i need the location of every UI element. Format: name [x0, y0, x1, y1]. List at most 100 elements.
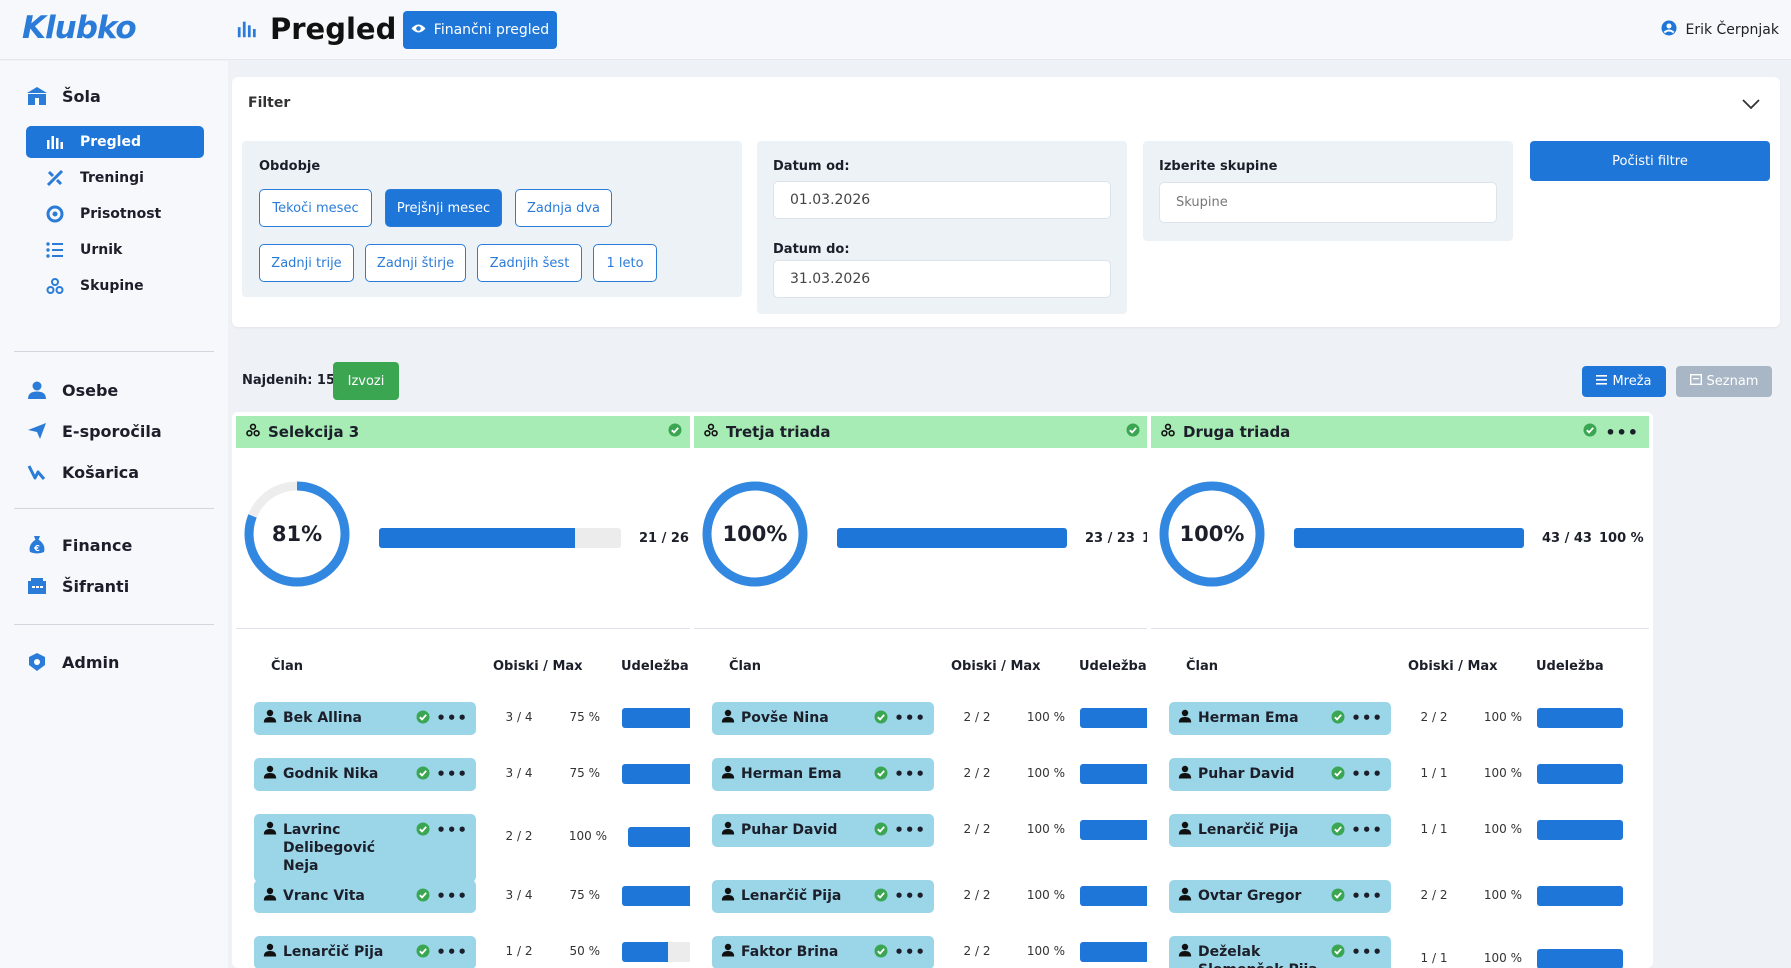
grid-view-button[interactable]: Mreža: [1582, 366, 1666, 397]
person-icon: [263, 765, 277, 783]
date-to-input[interactable]: 31.03.2026: [773, 260, 1111, 298]
member-chip[interactable]: Bek Allina •••: [254, 702, 476, 735]
person-icon: [721, 709, 735, 727]
member-progress-fill: [622, 708, 691, 728]
member-chip[interactable]: Herman Ema •••: [1169, 702, 1391, 735]
grid-view-label: Mreža: [1612, 374, 1652, 389]
chart-icon: [44, 131, 66, 153]
member-chip[interactable]: Lenarčič Pija •••: [254, 936, 476, 968]
svg-text:€: €: [33, 544, 40, 553]
group-card: Druga triada ••• 100% 43 / 43 100 % Član Obisk…: [1147, 412, 1653, 968]
period-zadnji-trije-button[interactable]: Zadnji trije: [259, 244, 354, 282]
attendance-icon: [44, 203, 66, 225]
period-zadnjih-sest-button[interactable]: Zadnjih šest: [477, 244, 582, 282]
more-options-icon[interactable]: •••: [1351, 709, 1383, 727]
member-chip[interactable]: Herman Ema •••: [712, 758, 934, 791]
member-percent: 75 %: [569, 710, 601, 724]
sidebar-section-finance[interactable]: € Finance: [26, 534, 132, 556]
member-percent: 100 %: [568, 829, 607, 843]
member-chip[interactable]: Godnik Nika •••: [254, 758, 476, 791]
more-options-icon[interactable]: •••: [1605, 422, 1639, 442]
more-options-icon[interactable]: •••: [894, 887, 926, 905]
sidebar-item-urnik[interactable]: Urnik: [26, 234, 204, 266]
user-menu[interactable]: Erik Čerpnjak: [1661, 20, 1779, 40]
member-chip[interactable]: Vranc Vita •••: [254, 880, 476, 913]
group-header[interactable]: Tretja triada•••: [694, 416, 1192, 448]
check-icon: [1331, 944, 1345, 962]
member-chip[interactable]: Ovtar Gregor •••: [1169, 880, 1391, 913]
member-visits: 1 / 1: [1420, 951, 1448, 965]
period-zadnja-dva-button[interactable]: Zadnja dva: [515, 189, 612, 227]
groups-select[interactable]: Skupine: [1159, 182, 1497, 223]
more-options-icon[interactable]: •••: [436, 887, 468, 905]
sidebar-item-prisotnost[interactable]: Prisotnost: [26, 198, 204, 230]
sidebar-item-skupine[interactable]: Skupine: [26, 270, 204, 302]
member-visits: 2 / 2: [963, 944, 991, 958]
donut-percent: 100%: [722, 522, 788, 546]
period-zadnji-stirje-button[interactable]: Zadnji štirje: [365, 244, 466, 282]
more-options-icon[interactable]: •••: [436, 765, 468, 783]
period-tekoci-mesec-button[interactable]: Tekoči mesec: [259, 189, 372, 227]
more-options-icon[interactable]: •••: [1351, 943, 1383, 961]
date-from-input[interactable]: 01.03.2026: [773, 181, 1111, 219]
group-progress-fill: [837, 528, 1067, 548]
more-options-icon[interactable]: •••: [894, 765, 926, 783]
financial-overview-button[interactable]: Finančni pregled: [403, 11, 557, 49]
member-visits: 2 / 2: [963, 710, 991, 724]
export-button[interactable]: Izvozi: [333, 362, 399, 400]
user-icon: [1661, 20, 1677, 40]
money-bag-icon: €: [26, 534, 48, 556]
sidebar-section-e-sporocila[interactable]: E-sporočila: [26, 420, 162, 442]
more-options-icon[interactable]: •••: [894, 821, 926, 839]
group-progress-fill: [379, 528, 576, 548]
more-options-icon[interactable]: •••: [436, 709, 468, 727]
person-icon: [263, 709, 277, 727]
more-options-icon[interactable]: •••: [1351, 887, 1383, 905]
more-options-icon[interactable]: •••: [436, 821, 468, 839]
sidebar-section-osebe[interactable]: Osebe: [26, 379, 118, 401]
member-chip[interactable]: Deželak Slemenšek Pija •••: [1169, 936, 1391, 968]
member-visits: 3 / 4: [505, 710, 533, 724]
more-options-icon[interactable]: •••: [894, 709, 926, 727]
member-chip[interactable]: Povše Nina •••: [712, 702, 934, 735]
period-1-leto-button[interactable]: 1 leto: [593, 244, 657, 282]
sidebar-section-label: Finance: [62, 535, 133, 555]
sidebar-section-kosarica[interactable]: Košarica: [26, 461, 139, 483]
list-view-label: Seznam: [1706, 374, 1759, 389]
person-icon: [1178, 887, 1192, 905]
member-chip[interactable]: Puhar David •••: [712, 814, 934, 847]
app-logo[interactable]: Klubko: [22, 10, 137, 46]
sidebar-section-sola[interactable]: Šola: [26, 85, 101, 107]
sidebar-section-admin[interactable]: Admin: [26, 651, 119, 673]
member-chip[interactable]: Puhar David •••: [1169, 758, 1391, 791]
check-icon: [1331, 822, 1345, 840]
chevron-down-icon[interactable]: [1742, 95, 1760, 114]
list-view-button[interactable]: Seznam: [1676, 366, 1772, 397]
more-options-icon[interactable]: •••: [894, 943, 926, 961]
member-chip[interactable]: Lenarčič Pija •••: [712, 880, 934, 913]
member-chip[interactable]: Lenarčič Pija •••: [1169, 814, 1391, 847]
group-header[interactable]: Druga triada •••: [1151, 416, 1649, 448]
more-options-icon[interactable]: •••: [1351, 821, 1383, 839]
member-percent: 50 %: [569, 944, 601, 958]
member-visits: 2 / 2: [963, 822, 991, 836]
sidebar-item-treningi[interactable]: Treningi: [26, 162, 204, 194]
clear-filters-button[interactable]: Počisti filtre: [1530, 141, 1770, 181]
more-options-icon[interactable]: •••: [1351, 765, 1383, 783]
period-prejsnji-mesec-button[interactable]: Prejšnji mesec: [385, 189, 502, 227]
sidebar-section-label: Košarica: [62, 462, 140, 482]
member-progress-bar: [1537, 708, 1623, 728]
sidebar-section-sifranti[interactable]: Šifranti: [26, 575, 129, 597]
member-chip[interactable]: Faktor Brina •••: [712, 936, 934, 968]
sidebar-item-pregled[interactable]: Pregled: [26, 126, 204, 158]
person-icon: [263, 943, 277, 961]
member-progress-fill: [622, 942, 668, 962]
more-options-icon[interactable]: •••: [436, 943, 468, 961]
attendance-donut: [244, 481, 350, 587]
member-progress-fill: [1537, 708, 1623, 728]
member-progress-fill: [1537, 886, 1623, 906]
basket-icon: [26, 461, 48, 483]
group-header[interactable]: Selekcija 3•••: [236, 416, 734, 448]
member-chip[interactable]: Lavrinc Delibegović Neja •••: [254, 814, 476, 882]
table-icon: [1689, 373, 1702, 389]
